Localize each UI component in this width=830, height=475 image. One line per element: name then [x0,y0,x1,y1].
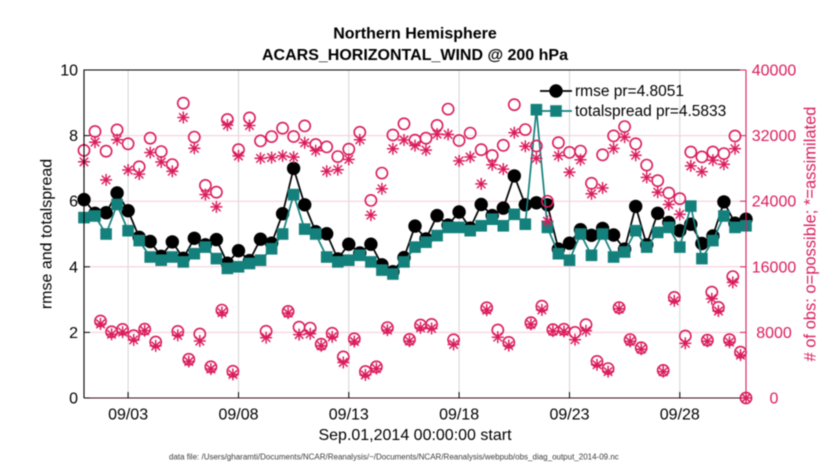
svg-text:32000: 32000 [752,128,797,145]
svg-text:0: 0 [770,391,779,408]
svg-text:16000: 16000 [752,259,797,276]
svg-text:6: 6 [69,194,78,211]
svg-text:ACARS_HORIZONTAL_WIND @ 200 hP: ACARS_HORIZONTAL_WIND @ 200 hPa [262,47,568,64]
svg-text:rmse pr=4.8051: rmse pr=4.8051 [575,83,684,100]
svg-text:data file: /Users/gharamti/Doc: data file: /Users/gharamti/Documents/NCA… [169,453,619,462]
svg-text:Sep.01,2014 00:00:00 start: Sep.01,2014 00:00:00 start [318,427,512,444]
svg-text:24000: 24000 [752,194,797,211]
svg-text:4: 4 [69,259,78,276]
svg-text:8: 8 [69,128,78,145]
svg-text:09/03: 09/03 [108,407,148,424]
svg-text:Northern Hemisphere: Northern Hemisphere [333,25,497,42]
svg-text:09/18: 09/18 [439,407,479,424]
svg-text:09/08: 09/08 [218,407,258,424]
svg-text:09/23: 09/23 [549,407,589,424]
svg-text:40000: 40000 [752,63,797,80]
svg-text:# of obs: o=possible; *=assimi: # of obs: o=possible; *=assimilated [802,107,820,362]
svg-text:8000: 8000 [756,325,792,342]
svg-text:09/13: 09/13 [329,407,369,424]
svg-text:0: 0 [69,391,78,408]
svg-text:2: 2 [69,325,78,342]
svg-text:totalspread pr=4.5833: totalspread pr=4.5833 [575,103,726,120]
svg-text:10: 10 [60,63,78,80]
svg-text:09/28: 09/28 [660,407,700,424]
svg-text:rmse and totalspread: rmse and totalspread [39,159,56,309]
